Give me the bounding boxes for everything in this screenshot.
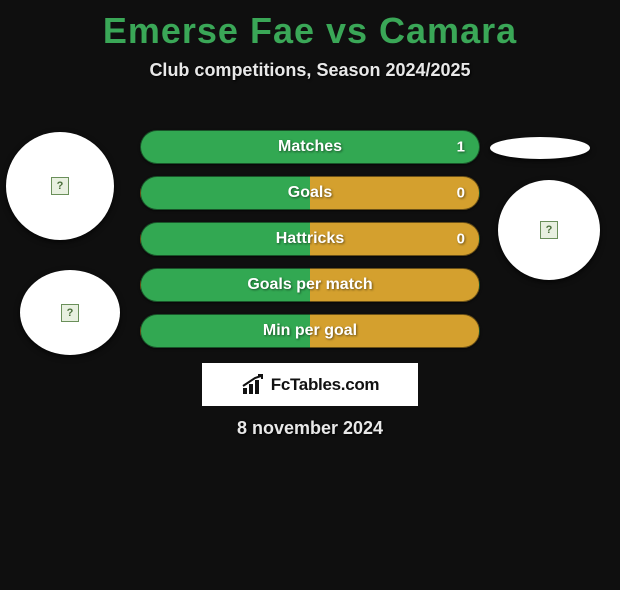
stat-label: Goals	[141, 184, 479, 202]
bar-chart-icon	[241, 374, 267, 396]
stat-value-right: 0	[457, 185, 465, 202]
stats-container: Matches1Goals0Hattricks0Goals per matchM…	[140, 130, 480, 360]
stat-label: Goals per match	[141, 276, 479, 294]
broken-image-icon: ?	[51, 177, 69, 195]
stat-row: Hattricks0	[140, 222, 480, 256]
player-avatar-right-circle: ?	[498, 180, 600, 280]
broken-image-icon: ?	[540, 221, 558, 239]
stat-label: Hattricks	[141, 230, 479, 248]
snapshot-date: 8 november 2024	[0, 418, 620, 439]
comparison-title: Emerse Fae vs Camara	[0, 10, 620, 52]
player-avatar-left-top: ?	[6, 132, 114, 240]
stat-row: Goals0	[140, 176, 480, 210]
stat-label: Matches	[141, 138, 479, 156]
stat-row: Min per goal	[140, 314, 480, 348]
player-avatar-right-ellipse	[490, 137, 590, 159]
stat-value-right: 1	[457, 139, 465, 156]
player-avatar-left-bottom: ?	[20, 270, 120, 355]
stat-value-right: 0	[457, 231, 465, 248]
fctables-logo-text: FcTables.com	[271, 375, 380, 395]
fctables-logo[interactable]: FcTables.com	[202, 363, 418, 406]
stat-label: Min per goal	[141, 322, 479, 340]
broken-image-icon: ?	[61, 304, 79, 322]
stat-row: Matches1	[140, 130, 480, 164]
stat-row: Goals per match	[140, 268, 480, 302]
comparison-subtitle: Club competitions, Season 2024/2025	[0, 60, 620, 81]
